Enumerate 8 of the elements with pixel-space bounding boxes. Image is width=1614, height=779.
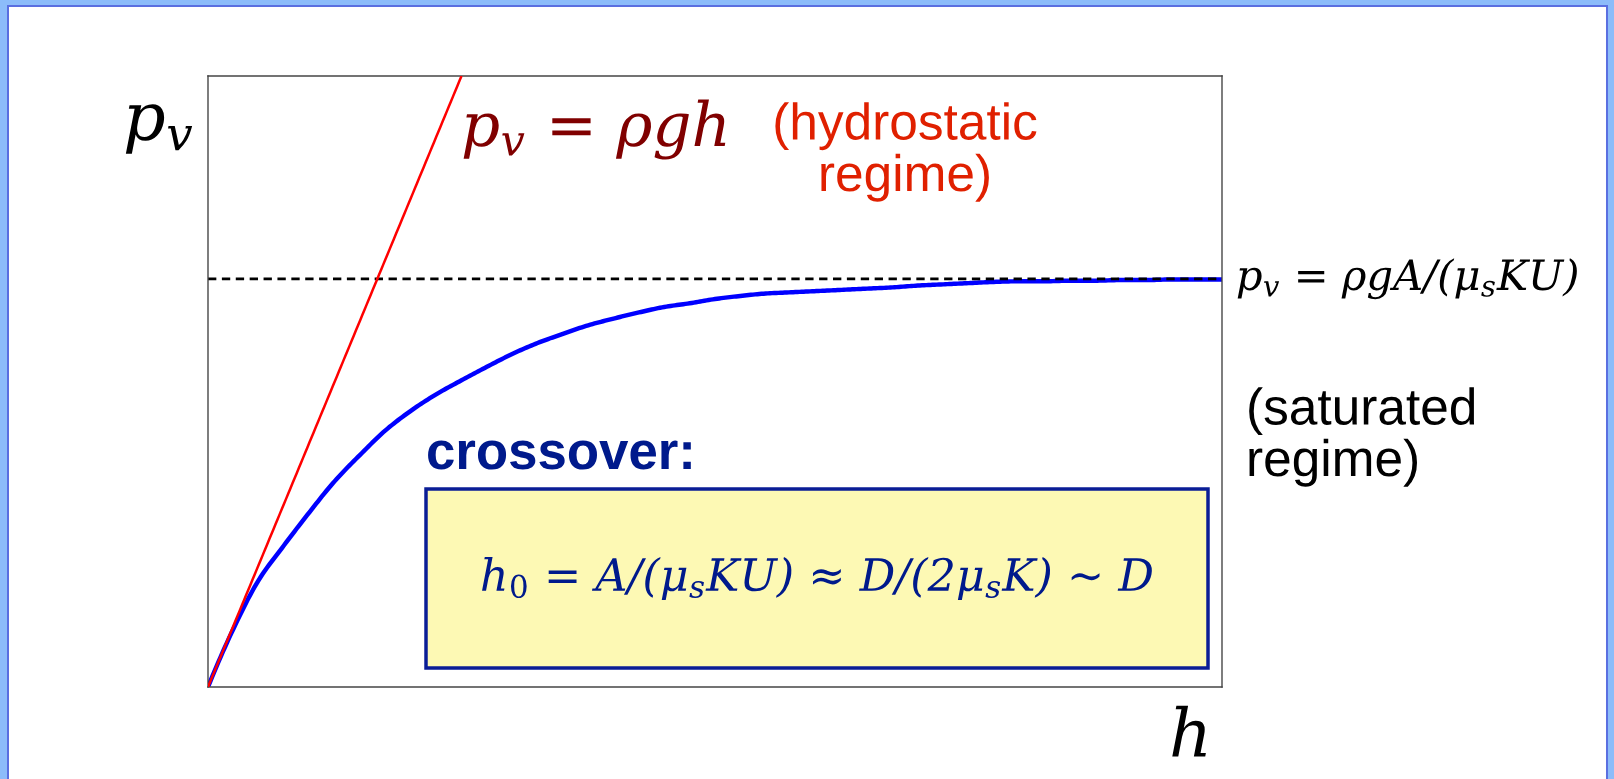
- annotation: h$_{0}$ = A/(μ$_{s}$KU) ≈ D/(2μ$_{s}$K) ∼ D: [482, 556, 1152, 600]
- text: (saturated regime): [1249, 387, 1475, 487]
- annotation: p$_{v}$ = ρgh: [463, 99, 726, 160]
- y-axis-title: p$_{v}$: [125, 104, 193, 154]
- annotation: (hydrostatic regime): [775, 102, 1037, 202]
- annotation: crossover:: [428, 440, 691, 470]
- ref-line-label: p$_{v}$ = ρgA/(μ$_{s}$KU): [1237, 258, 1577, 300]
- x-axis-title: h: [1172, 705, 1206, 757]
